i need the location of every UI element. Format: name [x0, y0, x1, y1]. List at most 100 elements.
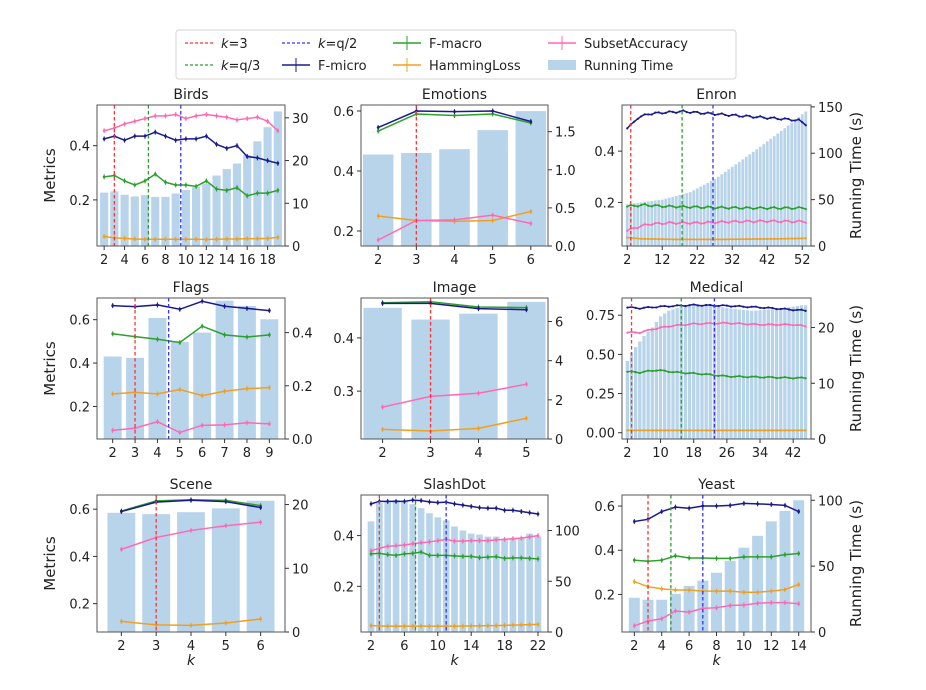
runtime-bar: [769, 138, 773, 246]
runtime-bar: [534, 536, 542, 632]
runtime-bar: [215, 300, 234, 439]
line-fmicro: [627, 303, 806, 312]
point-subset: [687, 610, 691, 614]
point-hamming: [636, 237, 639, 240]
point-hamming: [671, 238, 674, 241]
point-subset: [688, 323, 691, 326]
runtime-bar: [628, 597, 640, 632]
runtime-bar: [193, 332, 212, 439]
point-fmacro: [655, 369, 658, 372]
point-subset: [178, 431, 182, 434]
point-fmicro: [717, 304, 720, 308]
x-tick-label: 18: [496, 639, 513, 654]
point-fmacro: [731, 206, 734, 209]
runtime-bar: [751, 151, 755, 246]
point-fmacro: [133, 183, 137, 187]
subplot-title: SlashDot: [423, 477, 486, 493]
point-subset: [689, 222, 692, 225]
x-tick-label: 2: [630, 639, 638, 654]
point-fmicro: [780, 118, 783, 121]
point-hamming: [111, 392, 115, 396]
x-tick-label: 6: [400, 639, 408, 654]
point-subset: [742, 322, 745, 326]
runtime-bar: [100, 192, 109, 246]
x-tick-label: 4: [187, 639, 195, 654]
point-hamming: [763, 429, 766, 432]
point-subset: [756, 601, 759, 605]
point-fmicro: [469, 505, 473, 508]
point-fmicro: [491, 109, 495, 113]
point-hamming: [692, 429, 695, 432]
x-tick-label: 3: [131, 446, 139, 461]
point-subset: [671, 221, 674, 224]
point-fmicro: [804, 124, 807, 127]
point-fmicro: [668, 110, 671, 113]
point-subset: [729, 322, 733, 325]
point-hamming: [256, 237, 259, 241]
point-fmicro: [245, 307, 249, 310]
point-subset: [636, 227, 639, 230]
point-fmacro: [528, 557, 532, 560]
point-fmicro: [525, 308, 528, 312]
point-hamming: [745, 238, 748, 241]
point-hamming: [660, 587, 664, 591]
y-tick-label: 0.2: [69, 400, 90, 415]
point-subset: [634, 331, 637, 334]
point-subset: [536, 534, 540, 537]
series-fmicro: [102, 129, 280, 166]
point-fmicro: [767, 306, 770, 309]
point-fmacro: [428, 553, 431, 557]
point-hamming: [194, 237, 198, 241]
point-fmicro: [790, 119, 793, 122]
point-hamming: [738, 238, 741, 241]
runtime-bar: [263, 127, 272, 246]
line-hamming: [104, 235, 278, 241]
point-fmacro: [787, 206, 790, 209]
point-fmicro: [411, 498, 415, 502]
series-hamming: [381, 415, 528, 434]
point-hamming: [752, 237, 755, 241]
runtime-bar: [642, 335, 646, 439]
point-fmicro: [200, 299, 204, 303]
point-hamming: [797, 583, 801, 586]
point-fmacro: [763, 376, 766, 379]
point-subset: [766, 221, 769, 224]
point-hamming: [742, 429, 745, 432]
point-fmicro: [713, 113, 716, 117]
runtime-bar: [392, 500, 400, 632]
runtime-bar: [683, 585, 695, 632]
point-subset: [804, 325, 807, 328]
y-tick-label: 0.4: [333, 530, 354, 545]
runtime-bar: [107, 512, 136, 632]
runtime-bar: [790, 122, 794, 246]
point-hamming: [528, 623, 532, 627]
point-subset: [715, 606, 718, 610]
point-hamming: [164, 237, 167, 241]
subplot-emotions: Emotions 2 3 4 5 6 0.2 0.4 0.6 0.0 0.5 1.0 1.5: [333, 87, 575, 268]
y2-tick-label: 0: [555, 433, 563, 448]
point-hamming: [804, 237, 807, 240]
legend-entry-subset: SubsetAccuracy: [548, 36, 688, 52]
point-fmacro: [796, 376, 799, 379]
point-subset: [519, 536, 523, 540]
runtime-bar: [795, 305, 799, 439]
point-subset: [787, 323, 791, 326]
point-subset: [660, 617, 664, 621]
point-subset: [119, 547, 123, 551]
runtime-bar: [716, 306, 721, 439]
x-tick-label: 5: [489, 253, 497, 268]
point-fmicro: [428, 500, 431, 504]
point-fmacro: [754, 375, 757, 378]
y-tick-label: 0.6: [69, 314, 90, 329]
runtime-bar: [681, 194, 685, 246]
point-fmicro: [276, 161, 280, 165]
point-subset: [428, 540, 431, 544]
point-fmicro: [684, 304, 687, 308]
x-tick-label: 4: [658, 639, 666, 654]
point-fmicro: [734, 113, 737, 116]
runtime-bar: [675, 308, 679, 439]
point-subset: [703, 222, 706, 225]
legend: k=3 k=q/3 k=q/2 F-micro F-macro HammingL…: [175, 29, 737, 80]
runtime-bar: [664, 198, 668, 246]
